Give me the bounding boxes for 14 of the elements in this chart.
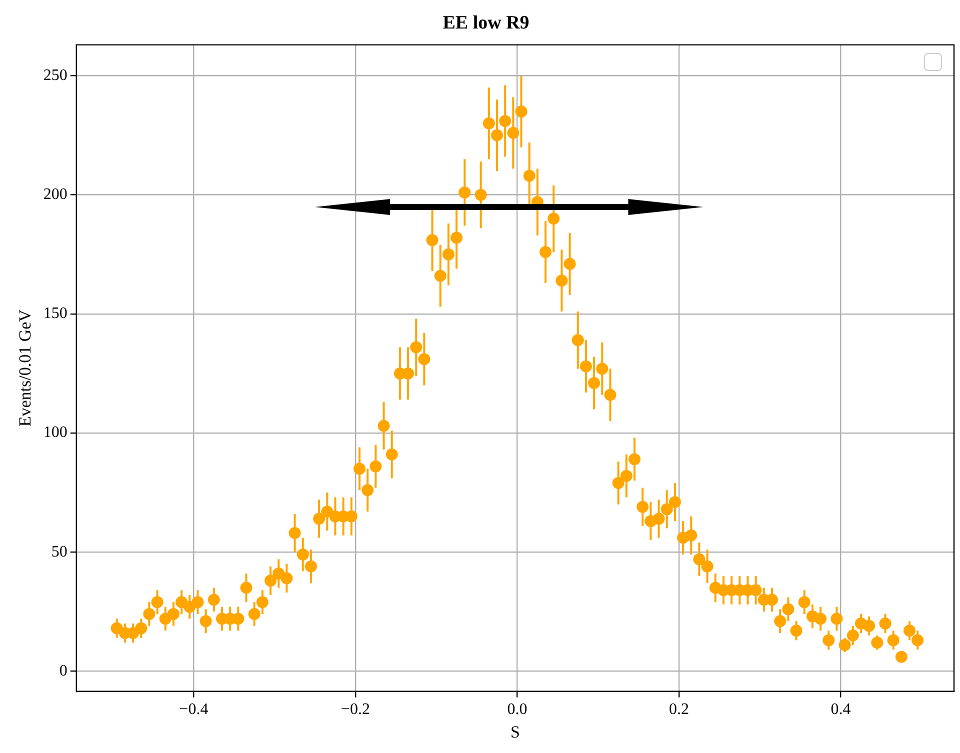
x-axis-title: S	[510, 722, 520, 742]
x-tick-label: 0.4	[830, 701, 851, 718]
y-tick-label: 150	[43, 305, 68, 322]
x-tick-label: −0.4	[179, 701, 208, 718]
y-tick-label: 50	[51, 543, 68, 560]
x-tick-label: 0.0	[507, 701, 528, 718]
y-tick-label: 100	[43, 424, 68, 442]
y-tick-label: 200	[43, 186, 68, 204]
y-axis-title: Events/0.01 GeV	[16, 308, 35, 427]
y-tick-label: 250	[43, 66, 68, 84]
y-tick-label: 0	[59, 662, 68, 680]
chart-title: EE low R9	[442, 12, 530, 34]
x-tick-label: −0.2	[340, 701, 370, 718]
x-tick-label: 0.2	[668, 701, 689, 718]
